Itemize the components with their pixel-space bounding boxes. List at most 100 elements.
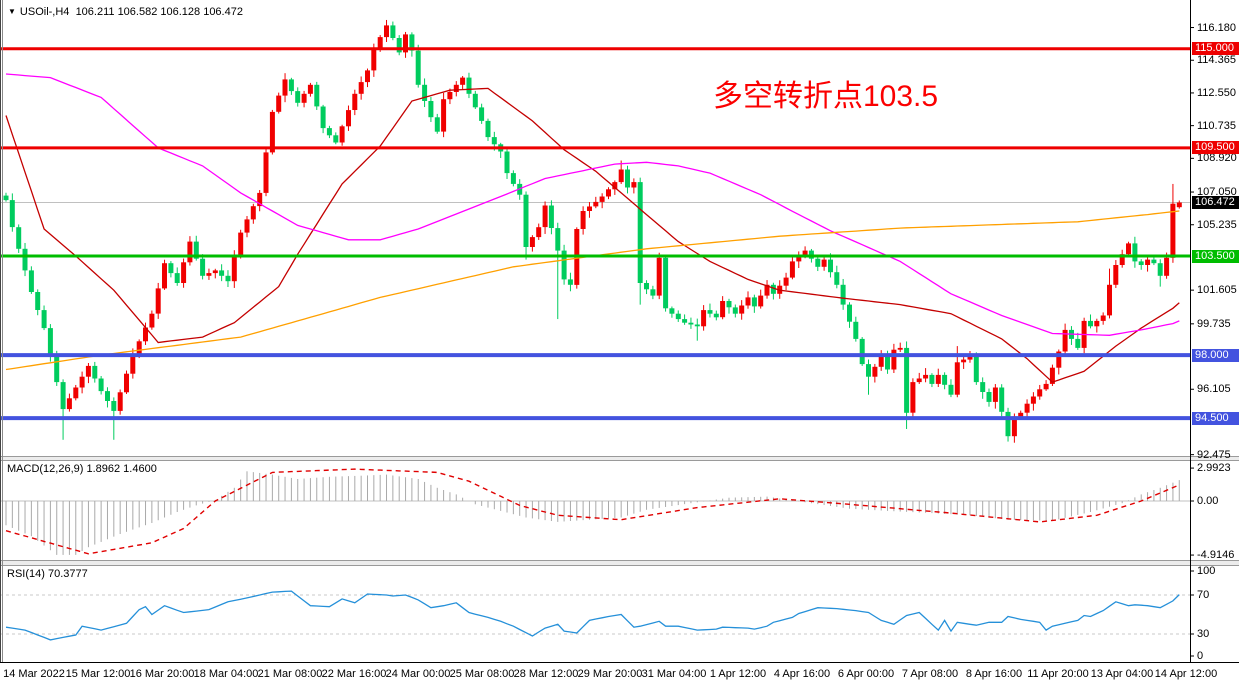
candle-body — [897, 347, 903, 350]
candle-body — [1145, 259, 1151, 265]
price-level-badge: 103.500 — [1192, 250, 1239, 263]
candle-body — [307, 84, 313, 94]
candle-body — [92, 365, 98, 379]
macd-signal-line — [5, 468, 1180, 555]
candle-body — [460, 77, 466, 85]
candle-body — [491, 137, 497, 145]
candle-body — [1024, 403, 1030, 413]
candle-body — [980, 382, 986, 392]
candle-body — [650, 289, 656, 296]
rsi-pane-label: RSI(14) 70.3777 — [7, 568, 88, 580]
rsi-tick-label: 0 — [1197, 650, 1204, 662]
candle-body — [377, 37, 383, 49]
candle-body — [1011, 416, 1017, 437]
candle-body — [231, 256, 237, 282]
candle-body — [587, 206, 592, 211]
candle-body — [783, 277, 789, 286]
candle-body — [124, 373, 129, 393]
price-level-badge: 115.000 — [1192, 42, 1239, 55]
candle-body — [853, 321, 859, 339]
candle-body — [834, 272, 840, 285]
macd-tick-label: 0.00 — [1197, 495, 1219, 507]
time-axis-label: 1 Apr 12:00 — [709, 668, 767, 680]
rsi-tick-label: 30 — [1197, 628, 1210, 640]
candle-body — [333, 135, 339, 143]
candle-body — [770, 284, 776, 294]
candle-body — [796, 256, 802, 262]
price-tick-label: 110.735 — [1197, 120, 1236, 132]
candle-body — [872, 366, 878, 377]
time-axis-label: 11 Apr 20:00 — [1027, 668, 1089, 680]
candle-body — [751, 297, 757, 307]
candle-body — [739, 305, 745, 314]
candle-body — [885, 356, 890, 370]
candle-body — [41, 310, 47, 329]
candle-body — [276, 95, 282, 112]
candle-body — [136, 341, 142, 356]
candle-body — [967, 356, 973, 360]
time-axis-label: 29 Mar 20:00 — [577, 668, 643, 680]
candle-body — [79, 376, 85, 388]
candle-body — [510, 173, 516, 184]
candle-body — [472, 93, 478, 108]
candle-body — [479, 107, 485, 121]
candle-body — [1005, 411, 1011, 437]
candle-body — [269, 111, 275, 153]
symbol-timeframe-label: USOil-,H4 — [19, 6, 70, 18]
candle-body — [663, 257, 669, 309]
candle-body — [434, 117, 440, 132]
candle-body — [371, 48, 377, 71]
candle-body — [916, 378, 922, 383]
candle-body — [200, 258, 206, 276]
price-tick-label: 99.735 — [1197, 318, 1231, 330]
candle-body — [1164, 257, 1170, 276]
candle-body — [105, 391, 110, 401]
candle-body — [263, 152, 269, 193]
candle-body — [720, 301, 726, 318]
candle-body — [986, 392, 992, 402]
candle-body — [726, 301, 732, 308]
candle-body — [60, 382, 66, 410]
time-axis-label: 4 Apr 16:00 — [773, 668, 831, 680]
candle-body — [732, 307, 738, 314]
candle-body — [16, 227, 22, 249]
current-price-badge: 106.472 — [1192, 196, 1239, 209]
candle-body — [314, 84, 320, 107]
candle-body — [346, 110, 351, 127]
candle-body — [625, 169, 630, 188]
candle-body — [561, 250, 567, 280]
pane-separator[interactable] — [0, 560, 1239, 566]
candle-body — [403, 34, 408, 53]
candle-body — [28, 270, 34, 292]
price-tick-label: 108.920 — [1197, 152, 1237, 164]
candle-body — [447, 92, 453, 100]
candle-body — [599, 196, 605, 202]
symbol-dropdown-icon[interactable]: ▼ — [8, 7, 16, 16]
pane-separator[interactable] — [0, 456, 1239, 461]
time-axis-label: 25 Mar 08:00 — [449, 668, 515, 680]
candle-body — [1049, 367, 1055, 384]
candle-body — [504, 151, 510, 174]
candle-body — [1094, 320, 1100, 327]
candle-body — [390, 25, 396, 38]
candle-body — [384, 25, 389, 38]
candle-body — [339, 126, 345, 143]
candle-body — [85, 365, 91, 377]
candle-body — [73, 387, 79, 399]
candle-body — [542, 205, 548, 228]
candle-body — [358, 82, 364, 94]
candle-body — [1037, 389, 1043, 397]
candle-body — [973, 356, 979, 383]
candle-body — [206, 273, 212, 276]
time-axis-label: 28 Mar 12:00 — [513, 668, 579, 680]
candle-body — [1062, 329, 1068, 352]
candle-body — [555, 228, 561, 251]
candle-body — [181, 262, 187, 283]
candle-body — [47, 328, 53, 356]
candle-body — [485, 120, 491, 138]
candle-body — [98, 378, 104, 392]
macd-tick-label: -4.9146 — [1197, 549, 1235, 561]
candle-body — [1056, 351, 1062, 368]
